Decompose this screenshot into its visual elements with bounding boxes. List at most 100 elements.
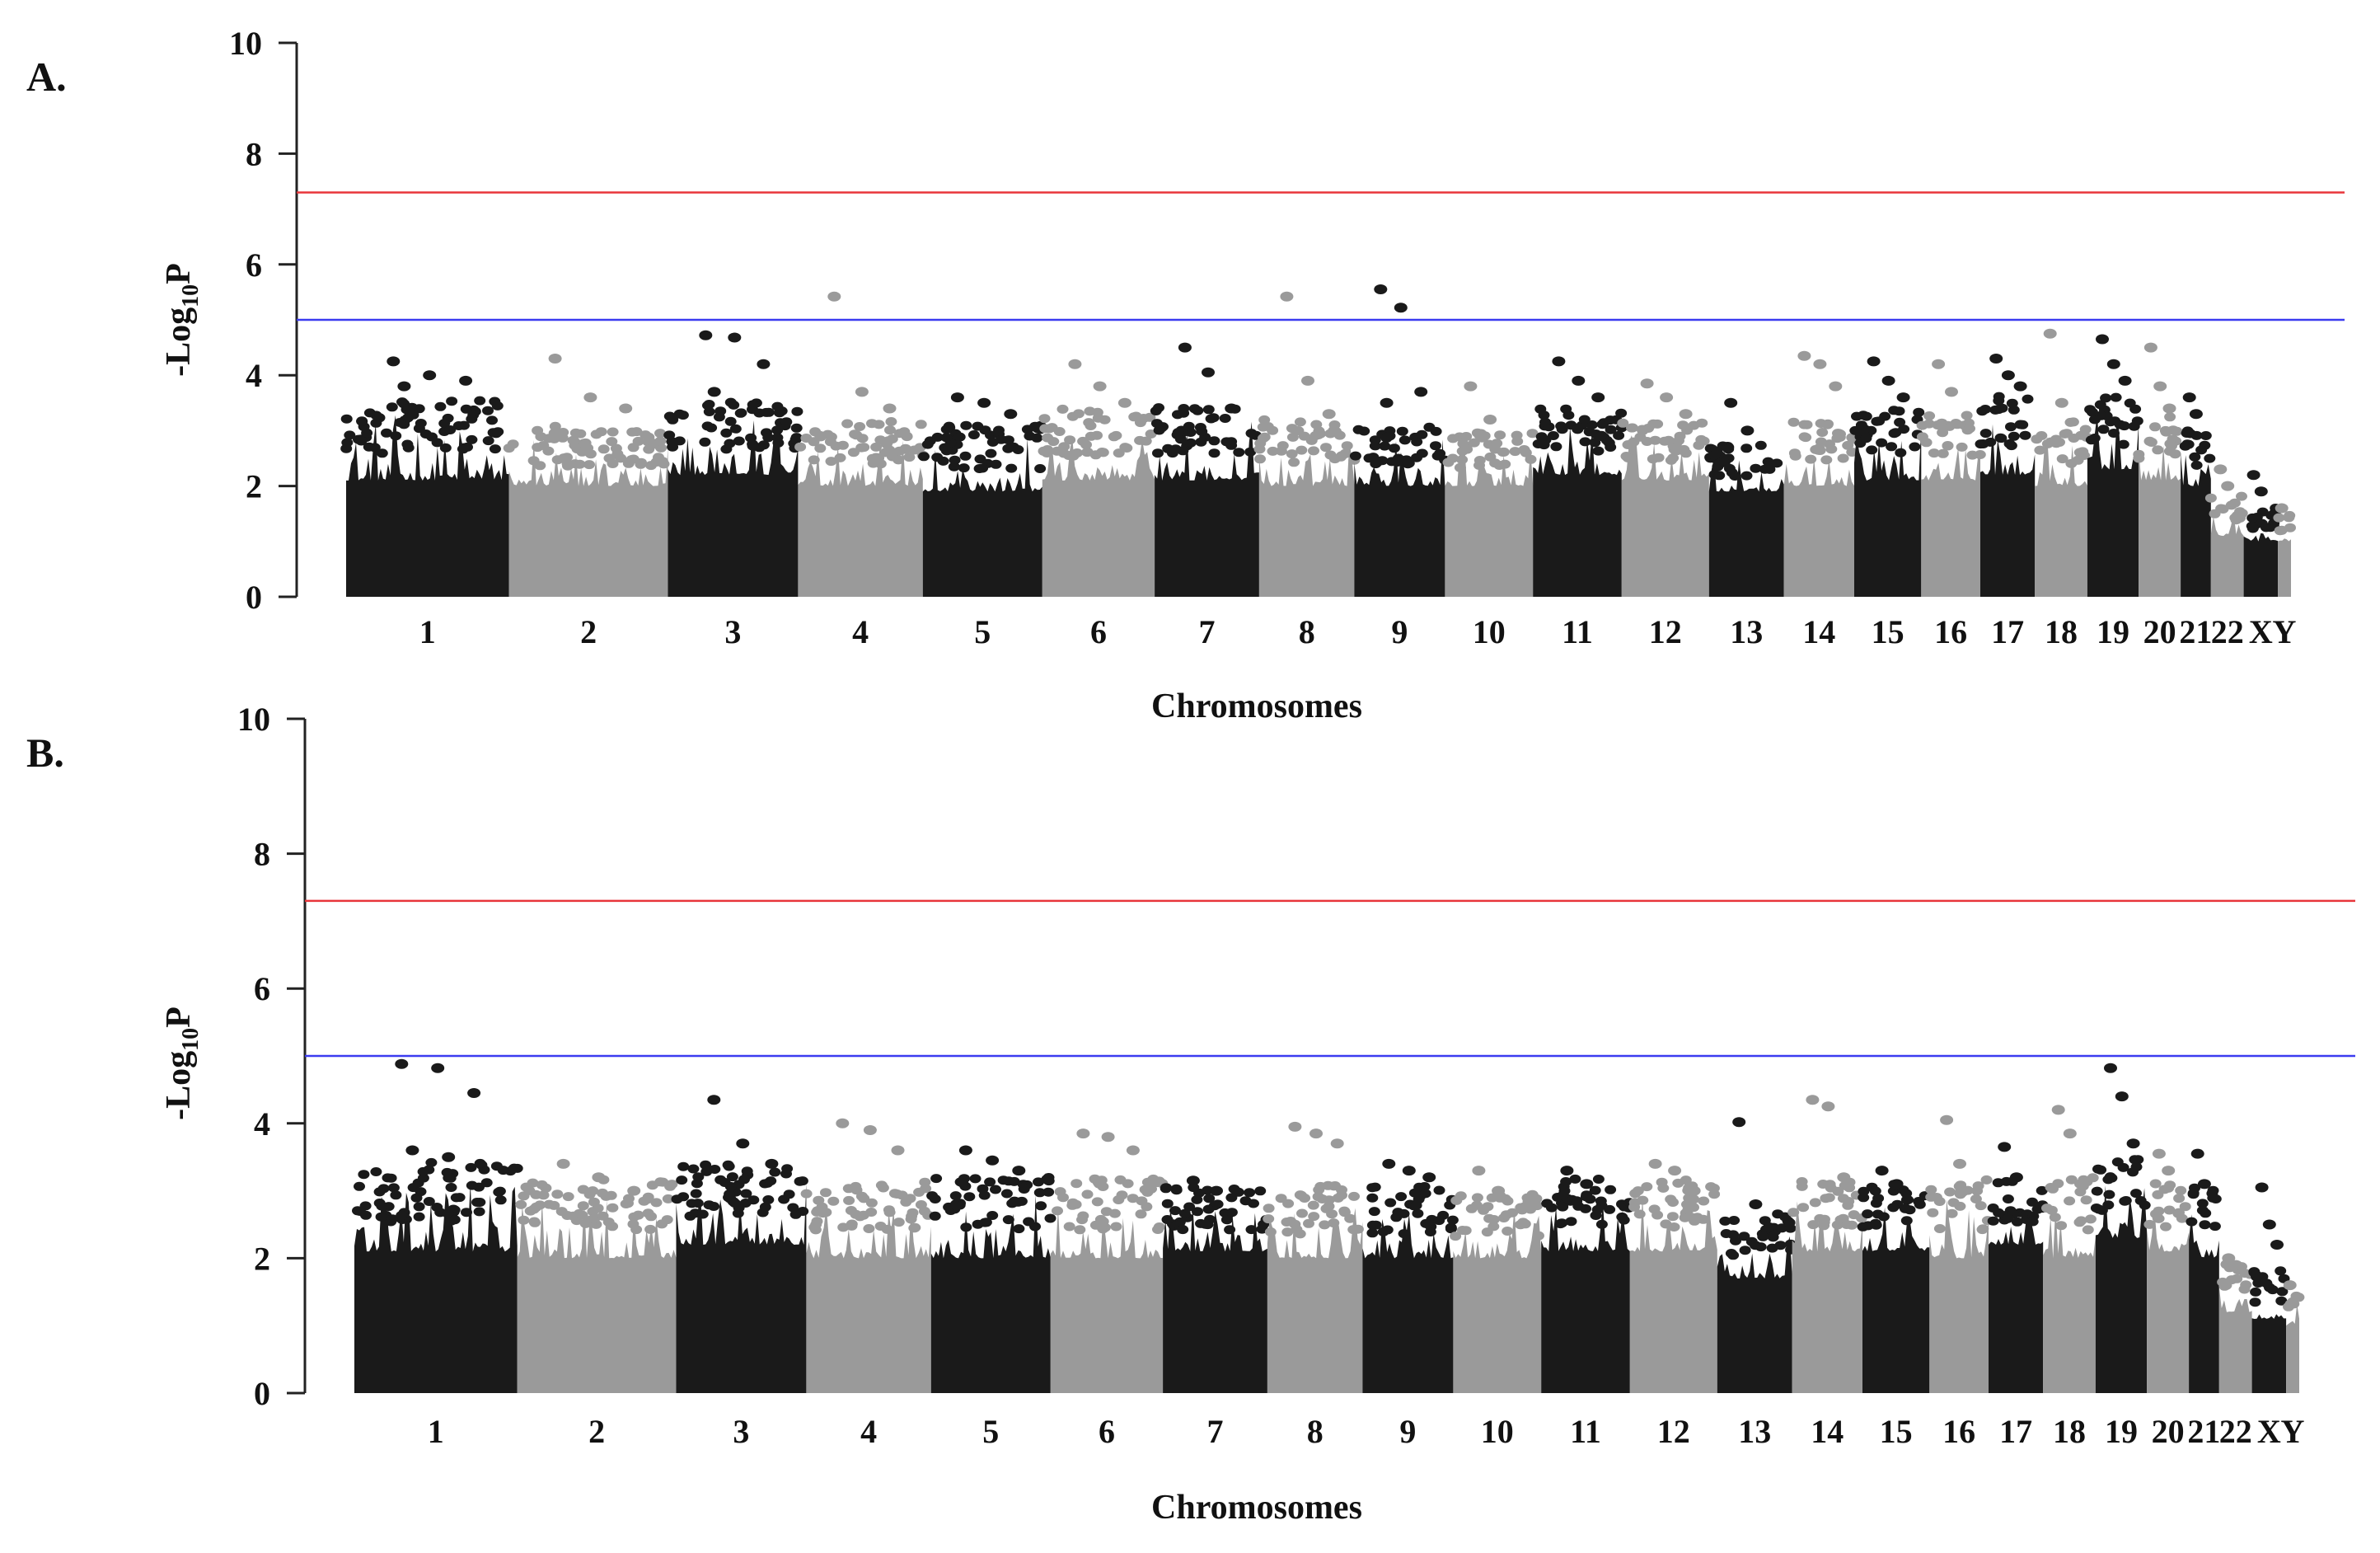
- snp-point: [1954, 1188, 1966, 1198]
- top-snp-point: [1464, 381, 1478, 392]
- snp-point: [814, 443, 827, 453]
- snp-point: [1411, 437, 1423, 447]
- snp-point: [574, 459, 586, 469]
- snp-point: [461, 442, 473, 452]
- snp-point: [1946, 1208, 1958, 1218]
- snp-point: [358, 1170, 370, 1180]
- snp-point: [370, 1167, 382, 1176]
- snp-point: [2149, 1179, 2162, 1189]
- snp-point: [1416, 429, 1428, 439]
- snp-point: [1170, 1184, 1183, 1194]
- snp-point: [1750, 463, 1762, 473]
- snp-point: [2077, 447, 2089, 457]
- chromosome-label: X: [2249, 613, 2273, 650]
- snp-point: [1569, 1174, 1581, 1184]
- snp-point: [1489, 444, 1502, 454]
- top-snp-point: [2043, 328, 2057, 339]
- snp-point: [1153, 425, 1165, 435]
- snp-point: [579, 438, 592, 448]
- snp-point: [2275, 1266, 2287, 1276]
- snp-point: [587, 1186, 599, 1196]
- chromosome-16-band: [1921, 448, 1980, 597]
- snp-point: [650, 1198, 663, 1208]
- chromosome-Y-points: [2283, 1280, 2305, 1393]
- chromosome-label: 3: [733, 1413, 749, 1450]
- snp-point: [883, 1208, 896, 1218]
- snp-point: [771, 401, 784, 411]
- top-snp-point: [405, 1145, 419, 1156]
- snp-point: [687, 1164, 700, 1174]
- snp-point: [1307, 1200, 1319, 1210]
- snp-point: [1172, 410, 1183, 420]
- snp-point: [1207, 413, 1220, 423]
- snp-point: [825, 432, 837, 442]
- snp-point: [1494, 430, 1506, 440]
- snp-point: [2246, 513, 2259, 523]
- top-snp-point: [855, 387, 869, 397]
- snp-point: [1870, 1199, 1882, 1208]
- snp-point: [1652, 453, 1665, 462]
- top-snp-point: [1932, 359, 1946, 369]
- chromosome-label: Y: [2281, 1413, 2305, 1450]
- snp-point: [671, 1194, 683, 1204]
- chromosome-2-band: [517, 1199, 677, 1393]
- snp-point: [1095, 1222, 1108, 1232]
- snp-point: [562, 1192, 574, 1202]
- snp-point: [2095, 1165, 2107, 1175]
- snp-point: [1199, 1219, 1211, 1229]
- y-tick-label: 10: [229, 25, 262, 62]
- snp-point: [1220, 1215, 1233, 1225]
- top-snp-point: [1382, 1158, 1396, 1169]
- snp-point: [1763, 1222, 1775, 1232]
- snp-point: [415, 1187, 427, 1197]
- snp-point: [1942, 441, 1954, 451]
- snp-point: [382, 1173, 394, 1183]
- snp-point: [1615, 408, 1628, 418]
- snp-point: [606, 437, 618, 447]
- snp-point: [1108, 1208, 1121, 1218]
- snp-point: [1339, 448, 1352, 458]
- snp-point: [903, 453, 916, 462]
- snp-point: [814, 432, 827, 442]
- snp-point: [2204, 493, 2217, 503]
- snp-point: [1900, 1216, 1913, 1226]
- snp-point: [576, 1210, 588, 1220]
- top-snp-point: [442, 1152, 456, 1162]
- snp-point: [1497, 447, 1510, 457]
- top-snp-point: [1101, 1132, 1115, 1142]
- snp-point: [1366, 1183, 1379, 1193]
- snp-point: [643, 432, 655, 442]
- y-axis-title-tail-b: P: [160, 1006, 198, 1028]
- chromosome-6-band: [1042, 437, 1155, 597]
- snp-point: [1202, 1204, 1215, 1214]
- snp-point: [1579, 437, 1591, 447]
- snp-point: [1172, 428, 1184, 438]
- chromosome-17-points: [1987, 1142, 2049, 1393]
- snp-point: [2114, 420, 2126, 429]
- top-snp-point: [1881, 375, 1895, 386]
- y-axis-title-a: -Log10P: [160, 263, 204, 377]
- snp-point: [2050, 439, 2063, 448]
- snp-point: [2129, 1155, 2141, 1165]
- chromosome-label: 21: [2179, 613, 2212, 650]
- snp-point: [2041, 1203, 2053, 1213]
- snp-point: [1618, 1215, 1630, 1225]
- snp-point: [1044, 1213, 1056, 1223]
- snp-point: [2130, 1189, 2142, 1199]
- top-snp-point: [707, 387, 721, 397]
- top-snp-point: [1875, 1166, 1889, 1176]
- chromosome-7-band: [1155, 421, 1259, 597]
- snp-point: [590, 429, 602, 439]
- snp-point: [1033, 1188, 1046, 1198]
- chromosome-label: X: [2257, 1413, 2281, 1450]
- snp-point: [1161, 1199, 1174, 1208]
- snp-point: [2026, 1197, 2038, 1207]
- chromosome-5-band: [930, 1195, 1051, 1393]
- chromosome-1-band: [346, 415, 509, 597]
- snp-point: [1629, 1189, 1642, 1199]
- snp-point: [800, 1189, 813, 1199]
- snp-point: [1488, 1215, 1500, 1224]
- chromosome-10-band: [1445, 445, 1534, 597]
- snp-point: [1160, 1183, 1172, 1193]
- snp-point: [341, 438, 354, 448]
